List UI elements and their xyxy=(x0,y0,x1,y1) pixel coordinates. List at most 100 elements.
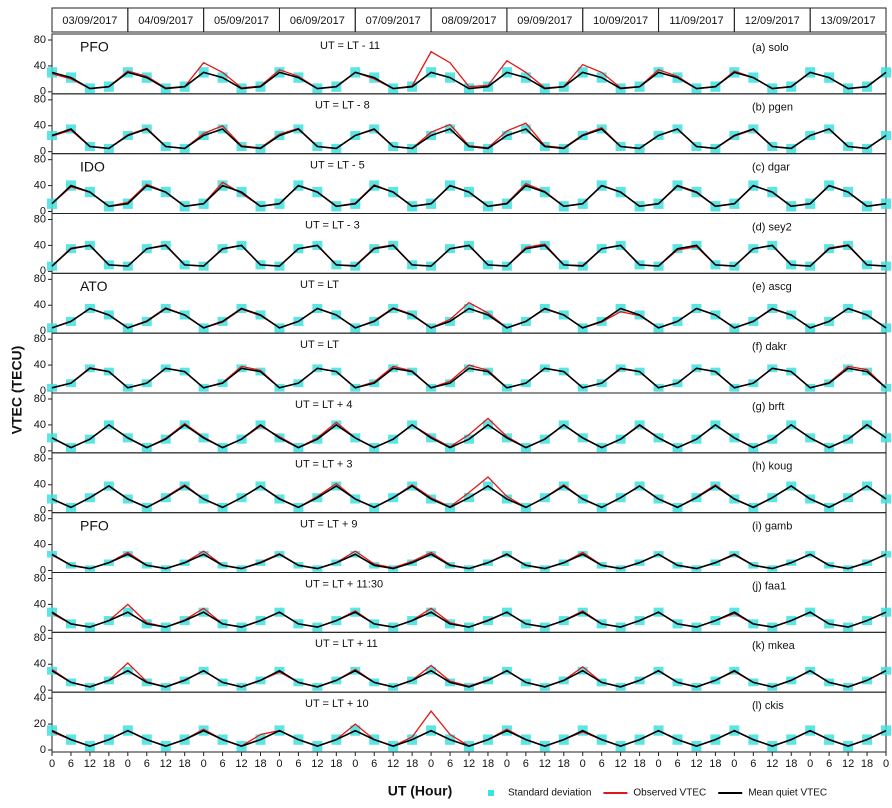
x-tick-label: 6 xyxy=(144,758,150,770)
x-tick-label: 6 xyxy=(674,758,680,770)
x-tick-label: 18 xyxy=(709,758,721,770)
std-band xyxy=(881,494,891,504)
x-tick-label: 18 xyxy=(785,758,797,770)
std-band xyxy=(881,323,891,333)
std-band xyxy=(881,607,891,617)
y-tick-label: 80 xyxy=(34,154,46,166)
y-tick-label: 80 xyxy=(34,34,46,46)
legend-label: Observed VTEC xyxy=(633,788,706,799)
x-tick-label: 6 xyxy=(599,758,605,770)
y-tick-label: 80 xyxy=(34,333,46,345)
y-tick-label: 20 xyxy=(34,718,46,730)
y-tick-label: 80 xyxy=(34,213,46,225)
x-tick-label: 12 xyxy=(539,758,551,770)
x-tick-label: 0 xyxy=(352,758,358,770)
y-tick-label: 0 xyxy=(40,205,46,217)
mean-line xyxy=(51,485,887,509)
x-tick-label: 0 xyxy=(731,758,737,770)
std-band xyxy=(47,261,57,271)
lt-label: UT = LT - 11 xyxy=(320,40,380,52)
lt-label: UT = LT + 11:30 xyxy=(305,578,383,590)
x-tick-label: 12 xyxy=(463,758,475,770)
y-tick-label: 40 xyxy=(34,658,46,670)
y-tick-label: 80 xyxy=(34,513,46,525)
y-tick-label: 0 xyxy=(40,385,46,397)
station-label: (a) solo xyxy=(752,42,789,54)
date-box xyxy=(809,7,887,33)
y-tick-label: 40 xyxy=(34,120,46,132)
x-tick-label: 18 xyxy=(330,758,342,770)
x-tick-label: 18 xyxy=(861,758,873,770)
lt-label: UT = LT + 4 xyxy=(295,399,352,411)
lt-label: UT = LT - 5 xyxy=(310,160,365,172)
x-tick-label: 18 xyxy=(482,758,494,770)
y-tick-label: 40 xyxy=(34,359,46,371)
station-label: (d) sey2 xyxy=(752,221,792,233)
region-label: ATO xyxy=(80,278,108,294)
observed-line xyxy=(51,50,887,90)
station-label: (i) gamb xyxy=(752,521,792,533)
x-tick-label: 0 xyxy=(655,758,661,770)
station-label: (k) mkea xyxy=(752,640,796,652)
region-label: PFO xyxy=(80,517,109,533)
x-tick-label: 6 xyxy=(220,758,226,770)
y-tick-label: 40 xyxy=(34,179,46,191)
x-tick-label: 0 xyxy=(807,758,813,770)
x-tick-label: 18 xyxy=(103,758,115,770)
x-tick-label: 0 xyxy=(580,758,586,770)
x-tick-label: 18 xyxy=(179,758,191,770)
y-tick-label: 0 xyxy=(40,265,46,277)
station-label: (h) koug xyxy=(752,461,792,473)
y-tick-label: 80 xyxy=(34,572,46,584)
mean-line xyxy=(51,244,887,267)
y-tick-label: 80 xyxy=(34,273,46,285)
std-band xyxy=(881,261,891,271)
date-label: 03/09/2017 xyxy=(62,15,117,27)
x-tick-label: 12 xyxy=(766,758,778,770)
x-tick-label: 12 xyxy=(235,758,247,770)
std-band xyxy=(47,607,57,617)
y-tick-label: 80 xyxy=(34,393,46,405)
date-label: 07/09/2017 xyxy=(366,15,421,27)
y-tick-label: 40 xyxy=(34,299,46,311)
x-tick-label: 0 xyxy=(201,758,207,770)
mean-line xyxy=(51,367,887,389)
x-tick-label: 12 xyxy=(842,758,854,770)
lt-label: UT = LT - 3 xyxy=(305,219,360,231)
y-tick-label: 0 xyxy=(40,564,46,576)
x-tick-label: 0 xyxy=(125,758,131,770)
y-tick-label: 80 xyxy=(34,453,46,465)
lt-label: UT = LT - 8 xyxy=(315,100,370,112)
station-label: (e) ascg xyxy=(752,281,792,293)
observed-line xyxy=(51,710,887,747)
lt-label: UT = LT xyxy=(300,279,339,291)
y-tick-label: 0 xyxy=(40,505,46,517)
mean-line xyxy=(51,611,887,628)
legend-swatch xyxy=(488,790,494,796)
y-tick-label: 40 xyxy=(34,239,46,251)
lt-label: UT = LT xyxy=(300,339,339,351)
lt-label: UT = LT + 11 xyxy=(315,638,378,650)
std-band xyxy=(881,130,891,141)
y-tick-label: 40 xyxy=(34,60,46,72)
x-tick-label: 12 xyxy=(690,758,702,770)
date-label: 13/09/2017 xyxy=(821,15,876,27)
y-tick-label: 0 xyxy=(40,325,46,337)
y-tick-label: 0 xyxy=(40,744,46,756)
std-band xyxy=(47,67,57,78)
y-tick-label: 0 xyxy=(40,445,46,457)
x-tick-label: 12 xyxy=(84,758,96,770)
y-tick-label: 0 xyxy=(40,146,46,158)
x-tick-label: 12 xyxy=(387,758,399,770)
mean-line xyxy=(51,729,887,747)
y-tick-label: 0 xyxy=(40,684,46,696)
date-label: 11/09/2017 xyxy=(669,15,723,27)
y-tick-label: 40 xyxy=(34,598,46,610)
y-tick-label: 40 xyxy=(34,692,46,704)
x-tick-label: 18 xyxy=(558,758,570,770)
region-label: IDO xyxy=(80,158,105,174)
date-label: 12/09/2017 xyxy=(745,15,800,27)
x-axis-label: UT (Hour) xyxy=(388,783,453,799)
y-tick-label: 0 xyxy=(40,624,46,636)
std-band xyxy=(47,198,57,209)
